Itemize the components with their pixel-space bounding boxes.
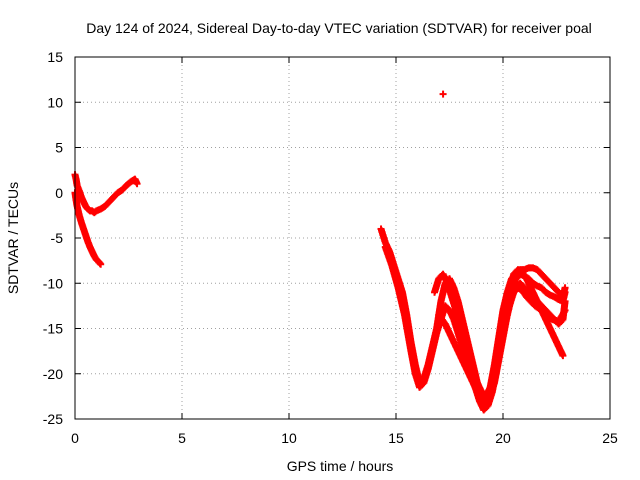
data-point [133, 180, 141, 188]
x-tick-label: 25 [602, 430, 618, 446]
x-tick-label: 15 [388, 430, 404, 446]
y-tick-label: -25 [43, 411, 63, 427]
y-tick-label: 15 [47, 49, 63, 65]
y-tick-label: -10 [43, 275, 63, 291]
data-point [97, 260, 105, 268]
grid-lines [75, 57, 610, 419]
y-axis-label: SDTVAR / TECUs [5, 182, 21, 294]
x-axis-label: GPS time / hours [287, 458, 394, 474]
data-point [561, 288, 569, 296]
data-point [439, 90, 447, 98]
y-tick-label: 5 [55, 140, 63, 156]
y-tick-label: 0 [55, 185, 63, 201]
y-tick-label: 10 [47, 94, 63, 110]
y-tick-label: -20 [43, 366, 63, 382]
x-tick-label: 20 [495, 430, 511, 446]
chart-title: Day 124 of 2024, Sidereal Day-to-day VTE… [86, 20, 592, 36]
x-tick-label: 5 [178, 430, 186, 446]
data-point [559, 352, 567, 360]
y-tick-label: -5 [51, 230, 64, 246]
x-tick-label: 10 [281, 430, 297, 446]
plot-frame [74, 56, 611, 420]
data-points [71, 90, 569, 414]
x-tick-label: 0 [71, 430, 79, 446]
y-tick-label: -15 [43, 321, 63, 337]
